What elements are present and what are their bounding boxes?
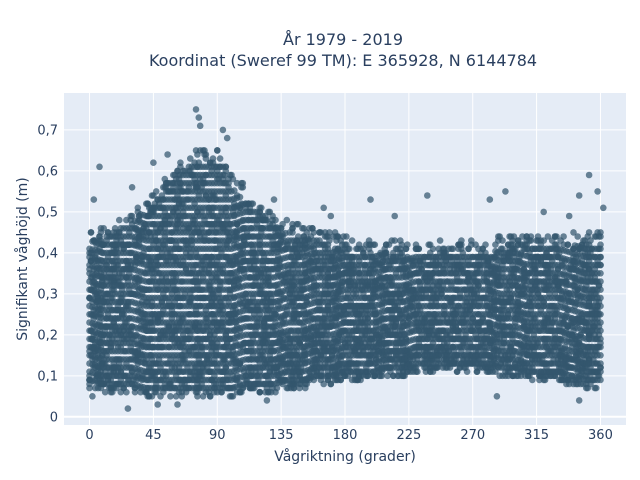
data-point <box>216 155 224 162</box>
data-point <box>382 241 390 248</box>
data-point <box>194 393 201 400</box>
data-point <box>540 376 547 384</box>
data-point <box>187 155 194 162</box>
data-point <box>256 204 264 212</box>
data-point <box>283 216 291 224</box>
data-point <box>409 368 417 376</box>
data-point <box>473 368 481 376</box>
data-point <box>214 147 221 154</box>
data-point <box>172 393 180 400</box>
data-point <box>463 368 471 376</box>
data-point <box>178 393 186 400</box>
data-point <box>585 229 593 236</box>
data-point <box>436 237 444 244</box>
chart-title-line-2: Koordinat (Sweref 99 TM): E 365928, N 61… <box>149 51 537 70</box>
data-point <box>526 237 533 244</box>
data-points <box>86 106 607 412</box>
data-point <box>465 245 472 253</box>
data-point <box>327 380 335 388</box>
data-point <box>206 393 214 400</box>
data-point <box>296 384 303 392</box>
data-point <box>563 380 570 388</box>
data-point <box>228 393 235 400</box>
data-point <box>513 372 520 380</box>
data-point <box>592 384 600 392</box>
data-point <box>354 245 362 253</box>
chart-title-line-1: År 1979 - 2019 <box>283 30 403 49</box>
data-point <box>148 192 156 199</box>
data-point <box>544 233 552 240</box>
data-point <box>479 245 487 253</box>
data-point <box>348 376 356 384</box>
data-point <box>574 233 581 240</box>
data-point <box>324 233 332 240</box>
data-point <box>492 241 499 248</box>
data-point <box>394 372 401 380</box>
data-point <box>412 241 420 248</box>
data-point <box>504 372 512 380</box>
data-point <box>520 245 528 253</box>
data-point <box>316 229 323 236</box>
data-point <box>455 241 462 248</box>
data-point <box>109 388 116 396</box>
data-point <box>194 151 201 158</box>
data-point <box>341 241 349 248</box>
data-point <box>239 184 247 191</box>
data-point <box>152 188 160 195</box>
data-point <box>384 372 391 380</box>
data-point <box>177 159 184 166</box>
data-point <box>87 229 95 236</box>
data-point <box>574 380 581 388</box>
data-point <box>233 179 241 187</box>
data-point <box>429 368 437 376</box>
data-point <box>367 241 374 248</box>
data-point <box>101 388 109 396</box>
data-point <box>570 229 577 236</box>
data-point <box>534 237 542 244</box>
data-point <box>167 393 174 400</box>
data-point <box>306 225 313 232</box>
data-point <box>453 368 461 376</box>
data-point <box>272 216 279 224</box>
data-point <box>510 233 518 240</box>
data-point <box>131 388 139 396</box>
data-point <box>402 245 410 253</box>
data-point <box>391 237 399 244</box>
data-point <box>557 376 564 384</box>
data-point <box>348 237 356 244</box>
data-point <box>496 372 504 380</box>
data-point <box>116 216 123 224</box>
data-point <box>123 216 130 224</box>
data-point <box>397 245 404 253</box>
data-point <box>294 220 302 228</box>
data-point <box>300 225 308 232</box>
data-point <box>334 233 342 240</box>
data-point <box>449 245 457 253</box>
data-point <box>201 151 208 158</box>
data-point <box>256 388 264 396</box>
data-point <box>162 179 170 187</box>
data-point <box>399 372 407 380</box>
data-point <box>397 237 404 244</box>
data-point <box>289 229 296 236</box>
data-point <box>97 225 105 232</box>
data-point <box>96 233 103 240</box>
data-point <box>597 229 604 236</box>
data-point <box>429 245 437 253</box>
data-point <box>228 171 235 179</box>
data-point <box>262 388 269 396</box>
data-point <box>472 241 479 248</box>
